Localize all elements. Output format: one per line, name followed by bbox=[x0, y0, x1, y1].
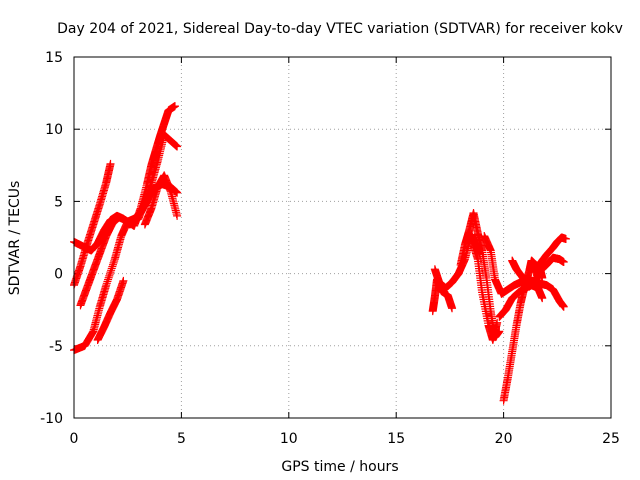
data-point bbox=[119, 276, 128, 285]
data-point bbox=[559, 302, 568, 311]
y-tick-label: 0 bbox=[54, 267, 63, 283]
series-arc14 bbox=[508, 253, 568, 291]
data-point bbox=[173, 142, 182, 151]
tick-label-layer: 0 5 10 15 20 25 -10 -5 0 5 10 15 bbox=[40, 50, 620, 447]
data-point bbox=[538, 294, 547, 303]
y-tick-label: -10 bbox=[40, 411, 63, 427]
data-point bbox=[110, 257, 119, 266]
series-arc1 bbox=[70, 180, 182, 355]
y-tick-label: 5 bbox=[54, 194, 63, 210]
y-axis-label: SDTVAR / TECUs bbox=[7, 181, 23, 296]
data-point bbox=[170, 102, 179, 111]
data-point bbox=[104, 275, 113, 284]
data-point bbox=[105, 271, 114, 280]
data-point bbox=[448, 304, 457, 313]
data-point bbox=[108, 260, 117, 269]
data-point bbox=[173, 211, 182, 220]
data-point bbox=[102, 279, 111, 288]
grid-layer bbox=[74, 57, 611, 418]
x-axis-label: GPS time / hours bbox=[281, 459, 398, 475]
data-points-layer bbox=[70, 102, 570, 405]
series-arc5 bbox=[93, 276, 128, 345]
data-point bbox=[108, 262, 117, 271]
series-arc15 bbox=[529, 233, 570, 277]
data-point bbox=[106, 268, 115, 277]
series-arc10 bbox=[467, 234, 502, 345]
data-point bbox=[88, 329, 97, 338]
y-tick-label: -5 bbox=[49, 339, 63, 355]
data-point bbox=[102, 281, 111, 290]
plot-border bbox=[73, 56, 612, 419]
data-point bbox=[104, 273, 113, 282]
series-arc6 bbox=[140, 171, 182, 229]
x-tick-label: 15 bbox=[387, 431, 405, 447]
x-tick-label: 20 bbox=[495, 431, 513, 447]
data-point bbox=[107, 266, 116, 275]
series-arc4 bbox=[76, 102, 179, 310]
data-point bbox=[109, 258, 118, 267]
x-tick-label: 25 bbox=[602, 431, 620, 447]
data-point bbox=[493, 318, 502, 327]
data-point bbox=[561, 234, 570, 243]
y-tick-label: 15 bbox=[45, 50, 63, 66]
data-point bbox=[105, 270, 114, 279]
data-point bbox=[106, 159, 115, 168]
x-tick-label: 10 bbox=[280, 431, 298, 447]
x-tick-label: 5 bbox=[177, 431, 186, 447]
chart-title: Day 204 of 2021, Sidereal Day-to-day VTE… bbox=[57, 21, 623, 37]
tick-layer bbox=[73, 56, 612, 419]
x-tick-label: 0 bbox=[70, 431, 79, 447]
y-tick-label: 10 bbox=[45, 122, 63, 138]
data-point bbox=[107, 264, 116, 273]
data-point bbox=[103, 277, 112, 286]
data-point bbox=[559, 258, 568, 267]
